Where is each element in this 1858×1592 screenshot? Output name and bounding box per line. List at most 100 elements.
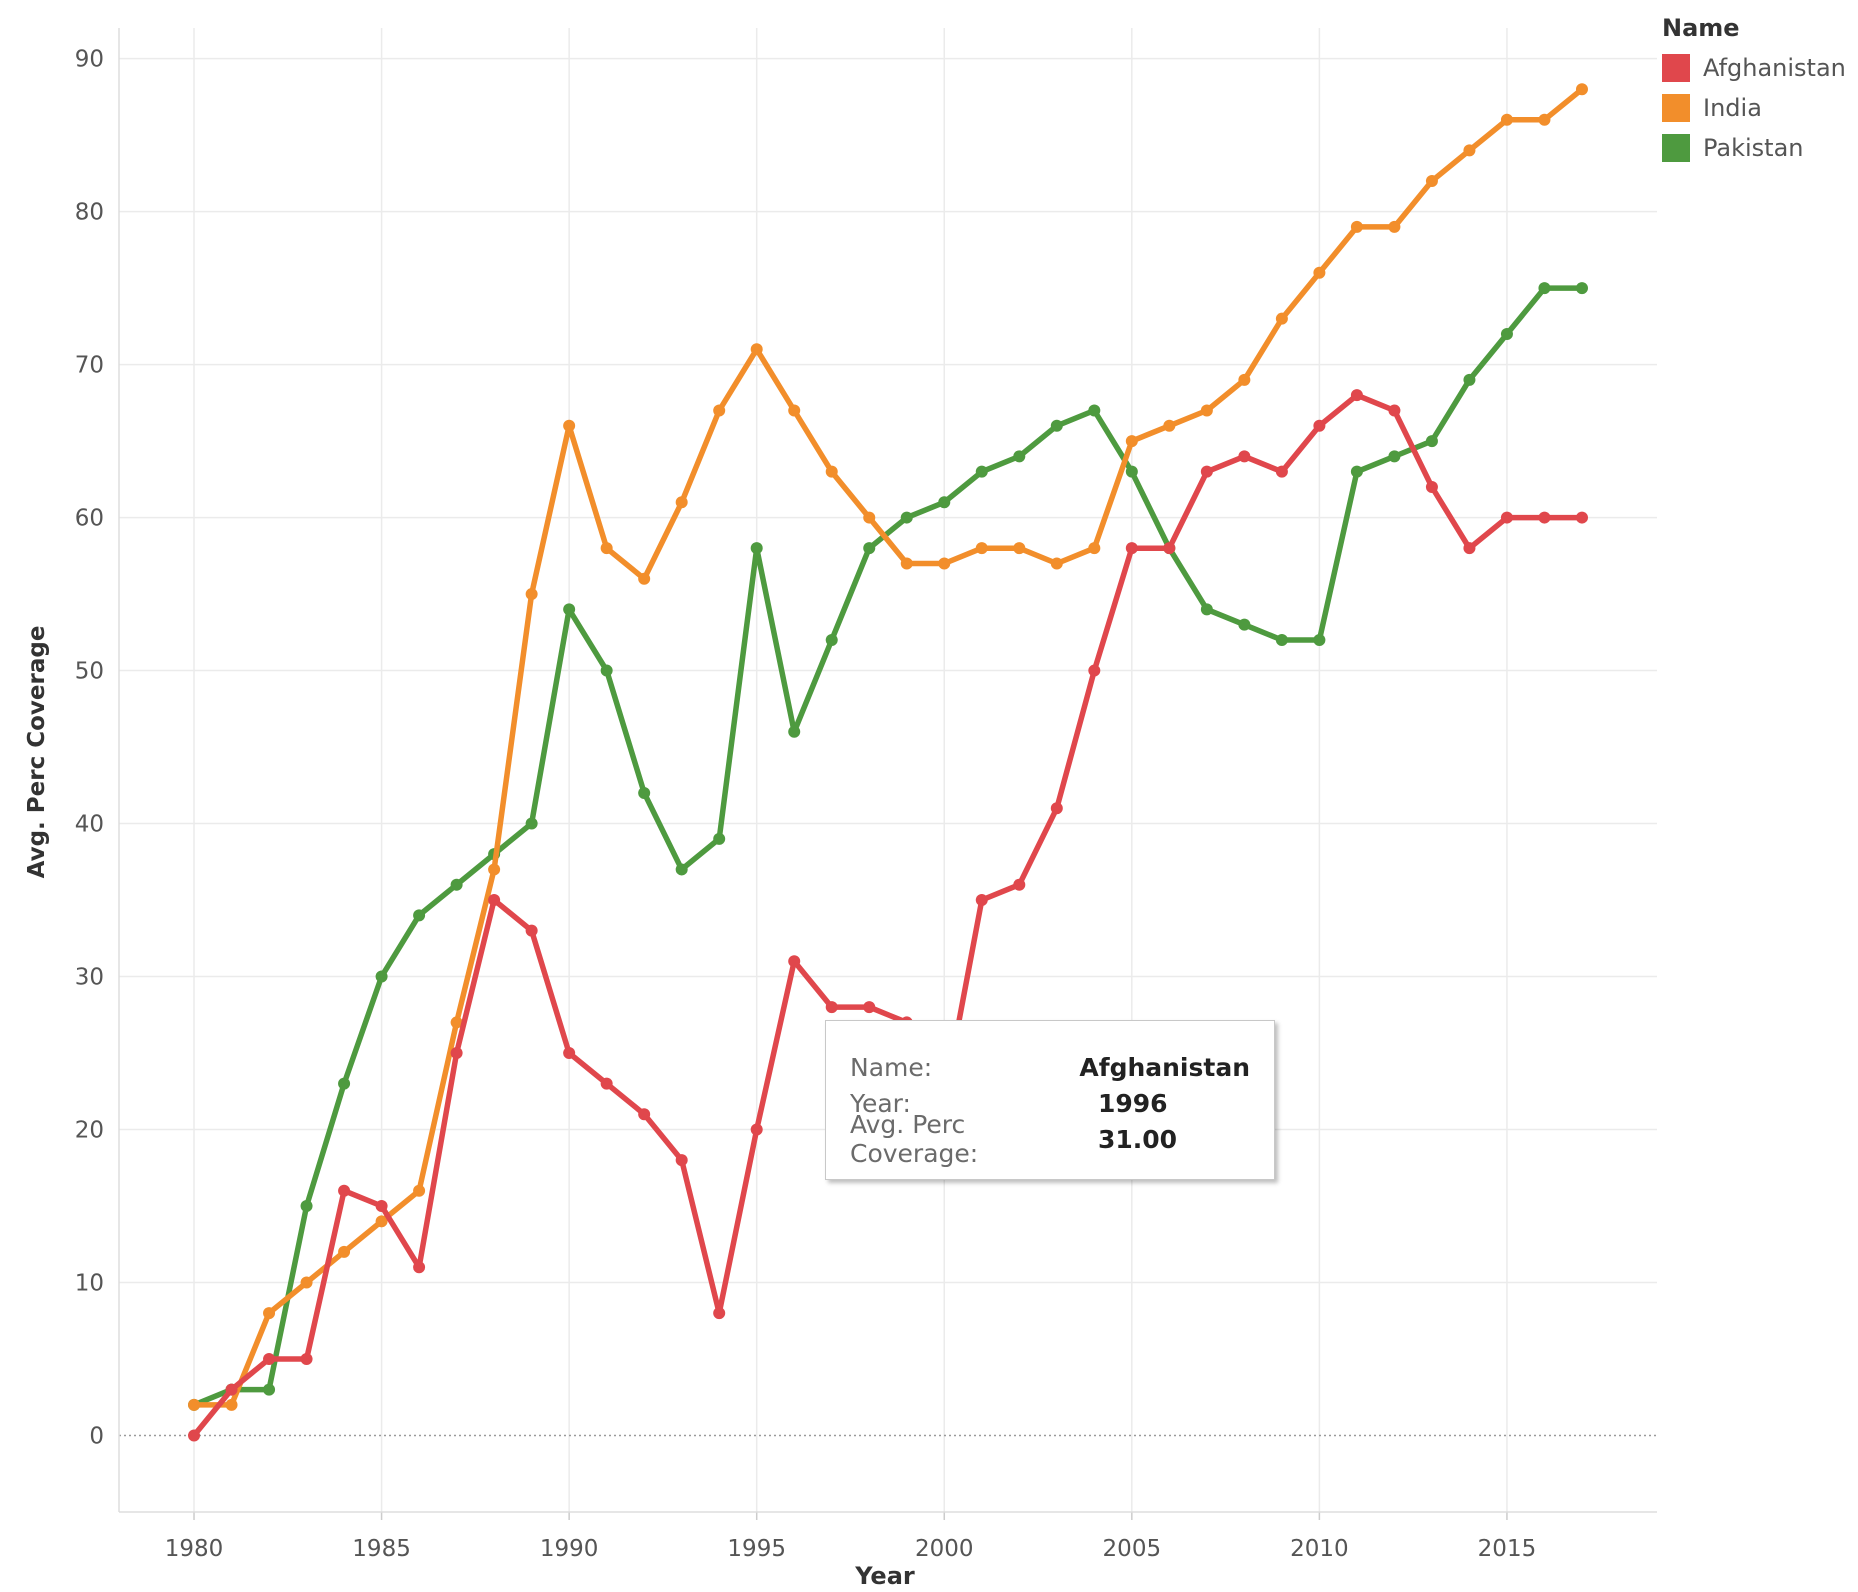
data-point-india [1388, 220, 1401, 233]
data-point-afghanistan [1088, 664, 1101, 677]
y-tick-label: 90 [75, 47, 104, 73]
tooltip-key: Name: [850, 1052, 933, 1082]
data-point-afghanistan [1463, 542, 1476, 555]
tooltip-row-coverage: Avg. Perc Coverage: 31.00 [850, 1110, 1250, 1168]
legend-title: Name [1662, 14, 1740, 42]
data-point-pakistan [563, 603, 576, 616]
x-axis-title: Year [854, 1562, 915, 1590]
data-point-india [1238, 373, 1251, 386]
data-point-india [1125, 435, 1138, 448]
data-point-afghanistan [1050, 802, 1063, 815]
y-tick-label: 0 [89, 1424, 104, 1450]
data-point-afghanistan [1313, 419, 1326, 432]
legend-label: Afghanistan [1703, 54, 1846, 82]
data-point-india [375, 1215, 388, 1228]
x-tick-label: 1995 [727, 1536, 786, 1562]
data-point-pakistan [1388, 450, 1401, 463]
data-point-afghanistan [788, 955, 801, 968]
x-tick-label: 1985 [352, 1536, 411, 1562]
data-point-pakistan [788, 725, 801, 738]
data-point-pakistan [1538, 282, 1551, 295]
data-point-india [1313, 266, 1326, 279]
data-point-pakistan [1050, 419, 1063, 432]
y-tick-label: 70 [75, 353, 104, 379]
data-point-pakistan [1125, 465, 1138, 478]
data-point-afghanistan [488, 894, 501, 907]
legend-swatch [1662, 54, 1690, 82]
data-point-afghanistan [300, 1353, 313, 1366]
data-point-afghanistan [450, 1047, 463, 1060]
data-point-afghanistan [1200, 465, 1213, 478]
data-point-afghanistan [263, 1353, 276, 1366]
data-point-pakistan [1463, 373, 1476, 386]
y-tick-label: 30 [75, 965, 104, 991]
series-line-pakistan [191, 285, 1585, 1408]
data-point-india [1425, 174, 1438, 187]
data-point-afghanistan [1500, 511, 1513, 524]
data-point-india [300, 1276, 313, 1289]
data-point-pakistan [713, 832, 726, 845]
data-point-india [1575, 83, 1588, 96]
legend-item-pakistan[interactable]: Pakistan [1662, 128, 1846, 168]
y-tick-label: 20 [75, 1118, 104, 1144]
data-point-pakistan [863, 542, 876, 555]
series-line-afghanistan [191, 392, 1585, 1439]
data-point-india [488, 863, 501, 876]
data-point-afghanistan [338, 1184, 351, 1197]
data-point-afghanistan [1425, 480, 1438, 493]
data-point-india [263, 1307, 276, 1320]
data-point-pakistan [1013, 450, 1026, 463]
data-point-pakistan [675, 863, 688, 876]
x-tick-label: 2015 [1478, 1536, 1537, 1562]
tooltip-value: Afghanistan [1079, 1052, 1250, 1082]
data-point-afghanistan [1350, 389, 1363, 402]
legend-item-india[interactable]: India [1662, 88, 1846, 128]
data-point-india [1538, 113, 1551, 126]
x-tick-label: 2000 [915, 1536, 974, 1562]
data-point-india [525, 588, 538, 601]
data-point-afghanistan [1538, 511, 1551, 524]
data-point-afghanistan [188, 1429, 201, 1442]
y-tick-label: 80 [75, 200, 104, 226]
data-point-india [225, 1398, 238, 1411]
data-point-pakistan [825, 633, 838, 646]
data-point-pakistan [450, 878, 463, 891]
data-point-india [675, 496, 688, 509]
legend-label: Pakistan [1703, 134, 1804, 162]
y-tick-label: 50 [75, 659, 104, 685]
legend-swatch [1662, 94, 1690, 122]
data-point-pakistan [938, 496, 951, 509]
tooltip-row-year: Year: 1996 [850, 1085, 1250, 1121]
data-point-afghanistan [750, 1123, 763, 1136]
data-point-afghanistan [375, 1200, 388, 1213]
data-point-india [900, 557, 913, 570]
data-point-india [1163, 419, 1176, 432]
data-point-india [713, 404, 726, 417]
tooltip-row-name: Name: Afghanistan [850, 1049, 1250, 1085]
data-point-pakistan [1200, 603, 1213, 616]
data-point-pakistan [750, 542, 763, 555]
data-point-afghanistan [1275, 465, 1288, 478]
data-point-afghanistan [675, 1154, 688, 1167]
data-point-pakistan [413, 909, 426, 922]
tooltip-value: 1996 [1098, 1088, 1168, 1118]
data-point-pakistan [1500, 327, 1513, 340]
series-lines [188, 83, 1588, 1442]
axes: 1980 1985 1990 1995 2000 2005 2010 2015 0 10 20 30 4… [75, 28, 1657, 1562]
data-point-india [825, 465, 838, 478]
data-point-pakistan [638, 786, 651, 799]
data-point-afghanistan [1575, 511, 1588, 524]
data-point-afghanistan [825, 1001, 838, 1014]
legend-item-afghanistan[interactable]: Afghanistan [1662, 48, 1846, 88]
data-point-pakistan [1425, 435, 1438, 448]
data-point-pakistan [338, 1077, 351, 1090]
legend-swatch [1662, 134, 1690, 162]
tooltip-value: 31.00 [1098, 1124, 1178, 1154]
data-point-india [188, 1398, 201, 1411]
data-point-india [1013, 542, 1026, 555]
y-tick-label: 40 [75, 812, 104, 838]
data-point-pakistan [1575, 282, 1588, 295]
data-point-india [413, 1184, 426, 1197]
data-point-afghanistan [225, 1383, 238, 1396]
